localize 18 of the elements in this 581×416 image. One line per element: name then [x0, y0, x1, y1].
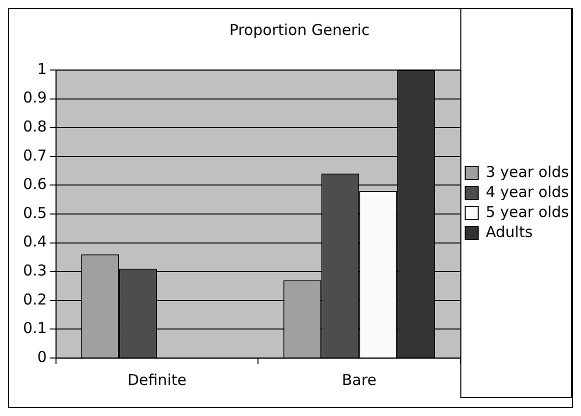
y-tick-label: 0.6	[22, 175, 47, 194]
y-tick-label: 0.7	[22, 146, 47, 164]
y-tick-label: 0.5	[22, 204, 47, 222]
legend-label: Adults	[486, 222, 533, 241]
legend-label: 3 year olds	[486, 162, 570, 181]
chart-title: Proportion Generic	[229, 20, 370, 39]
y-tick-label: 0	[37, 348, 47, 366]
y-tick-label: 0.3	[22, 261, 47, 280]
y-tick-label: 0.2	[22, 290, 47, 308]
legend-label: 4 year olds	[486, 182, 570, 201]
legend-label: 5 year olds	[486, 202, 570, 221]
y-tick-label: 0.9	[22, 88, 47, 107]
x-tick-label: Definite	[127, 370, 186, 389]
y-tick-label: 1	[37, 60, 47, 78]
x-tick-label: Bare	[342, 370, 376, 389]
y-tick-label: 0.1	[22, 319, 47, 338]
y-tick-label: 0.4	[22, 232, 47, 251]
y-tick-label: 0.8	[22, 117, 47, 136]
